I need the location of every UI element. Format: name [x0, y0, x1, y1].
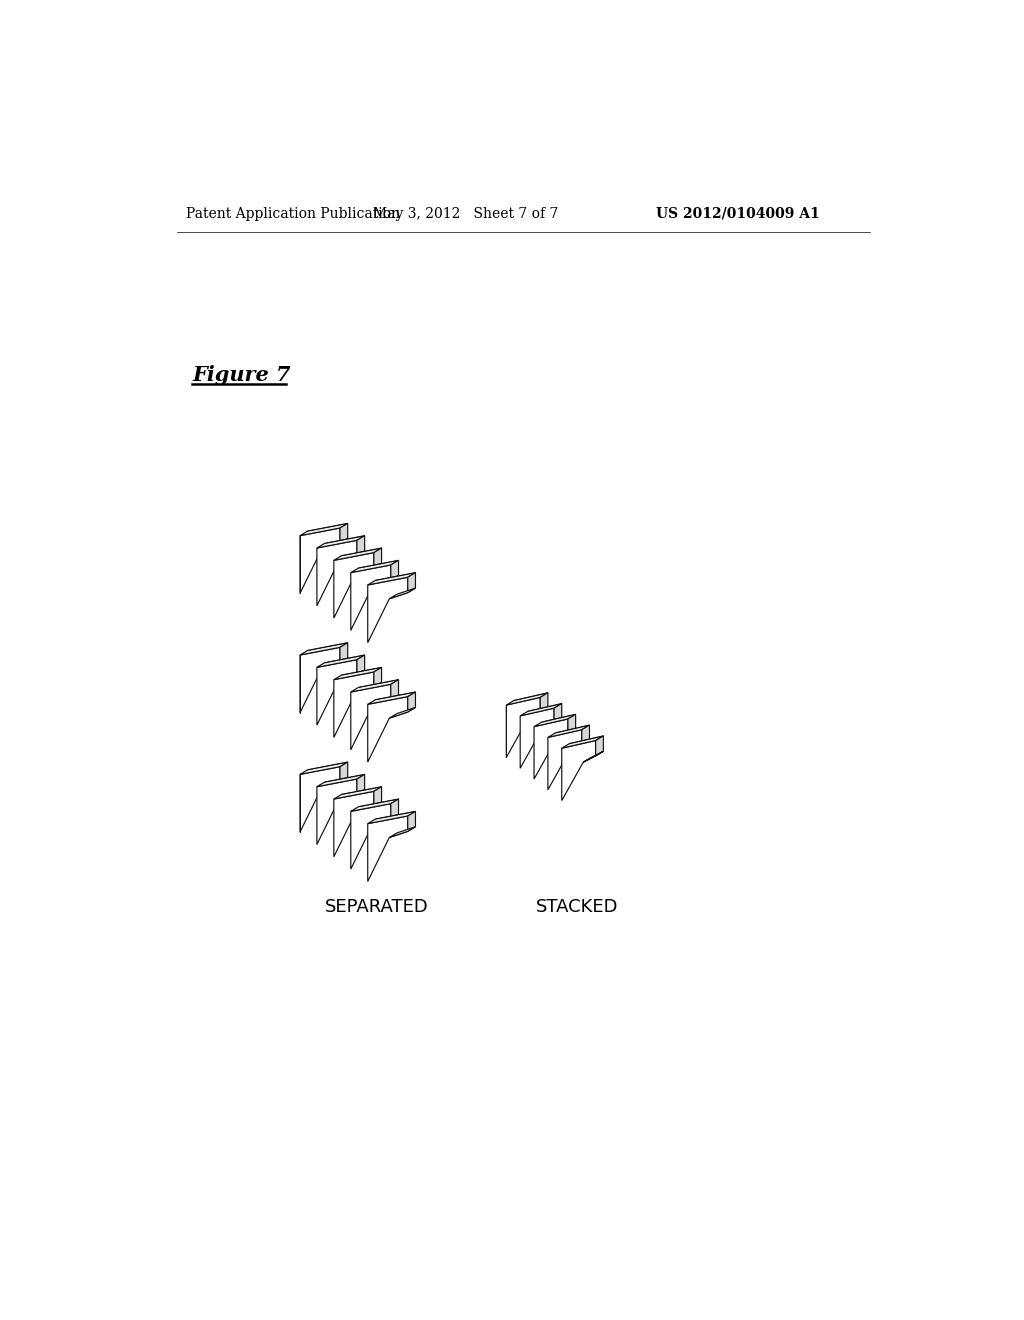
Polygon shape: [391, 799, 398, 818]
Polygon shape: [535, 719, 568, 779]
Polygon shape: [374, 668, 382, 688]
Text: SEPARATED: SEPARATED: [325, 898, 429, 916]
Polygon shape: [300, 528, 340, 594]
Polygon shape: [562, 737, 603, 748]
Polygon shape: [568, 714, 575, 734]
Polygon shape: [584, 751, 603, 762]
Polygon shape: [562, 741, 596, 800]
Polygon shape: [541, 693, 548, 713]
Polygon shape: [506, 697, 541, 758]
Polygon shape: [351, 560, 398, 573]
Polygon shape: [554, 704, 562, 723]
Polygon shape: [368, 692, 416, 705]
Polygon shape: [548, 725, 590, 738]
Polygon shape: [373, 696, 398, 706]
Text: STACKED: STACKED: [536, 898, 618, 916]
Polygon shape: [339, 789, 365, 800]
Polygon shape: [389, 708, 416, 718]
Polygon shape: [322, 539, 348, 549]
Polygon shape: [300, 524, 348, 536]
Polygon shape: [520, 704, 562, 715]
Polygon shape: [300, 643, 348, 655]
Polygon shape: [334, 787, 382, 799]
Polygon shape: [334, 548, 382, 560]
Polygon shape: [506, 693, 548, 705]
Polygon shape: [368, 697, 408, 762]
Text: May 3, 2012   Sheet 7 of 7: May 3, 2012 Sheet 7 of 7: [373, 207, 558, 220]
Polygon shape: [556, 730, 575, 741]
Polygon shape: [339, 671, 365, 681]
Polygon shape: [316, 655, 365, 668]
Polygon shape: [334, 668, 382, 680]
Polygon shape: [316, 540, 357, 606]
Polygon shape: [408, 573, 416, 593]
Polygon shape: [374, 787, 382, 807]
Polygon shape: [316, 779, 357, 845]
Polygon shape: [373, 814, 398, 825]
Polygon shape: [322, 777, 348, 788]
Polygon shape: [408, 812, 416, 832]
Polygon shape: [596, 737, 603, 756]
Polygon shape: [548, 730, 582, 789]
Polygon shape: [334, 553, 374, 618]
Polygon shape: [355, 682, 382, 693]
Polygon shape: [408, 692, 416, 711]
Polygon shape: [389, 589, 416, 599]
Polygon shape: [300, 767, 340, 832]
Polygon shape: [391, 680, 398, 700]
Polygon shape: [322, 659, 348, 669]
Polygon shape: [351, 804, 391, 869]
Polygon shape: [542, 719, 562, 730]
Polygon shape: [520, 708, 554, 768]
Polygon shape: [528, 708, 548, 719]
Polygon shape: [340, 643, 348, 663]
Polygon shape: [357, 655, 365, 675]
Polygon shape: [357, 775, 365, 795]
Polygon shape: [368, 816, 408, 882]
Polygon shape: [368, 577, 408, 643]
Polygon shape: [368, 573, 416, 585]
Text: US 2012/0104009 A1: US 2012/0104009 A1: [655, 207, 819, 220]
Polygon shape: [355, 564, 382, 574]
Polygon shape: [535, 714, 575, 726]
Polygon shape: [582, 725, 590, 744]
Polygon shape: [300, 762, 348, 775]
Polygon shape: [351, 684, 391, 750]
Polygon shape: [340, 762, 348, 781]
Polygon shape: [391, 560, 398, 581]
Polygon shape: [334, 672, 374, 738]
Polygon shape: [373, 576, 398, 586]
Polygon shape: [316, 775, 365, 787]
Polygon shape: [316, 660, 357, 725]
Polygon shape: [351, 680, 398, 692]
Polygon shape: [374, 548, 382, 568]
Polygon shape: [351, 799, 398, 812]
Polygon shape: [340, 524, 348, 544]
Text: Patent Application Publication: Patent Application Publication: [186, 207, 400, 220]
Polygon shape: [339, 552, 365, 562]
Text: Figure 7: Figure 7: [193, 364, 291, 384]
Polygon shape: [334, 792, 374, 857]
Polygon shape: [355, 803, 382, 813]
Polygon shape: [389, 826, 416, 837]
Polygon shape: [351, 565, 391, 631]
Polygon shape: [300, 647, 340, 713]
Polygon shape: [316, 536, 365, 548]
Polygon shape: [368, 812, 416, 824]
Polygon shape: [357, 536, 365, 556]
Polygon shape: [569, 741, 590, 751]
